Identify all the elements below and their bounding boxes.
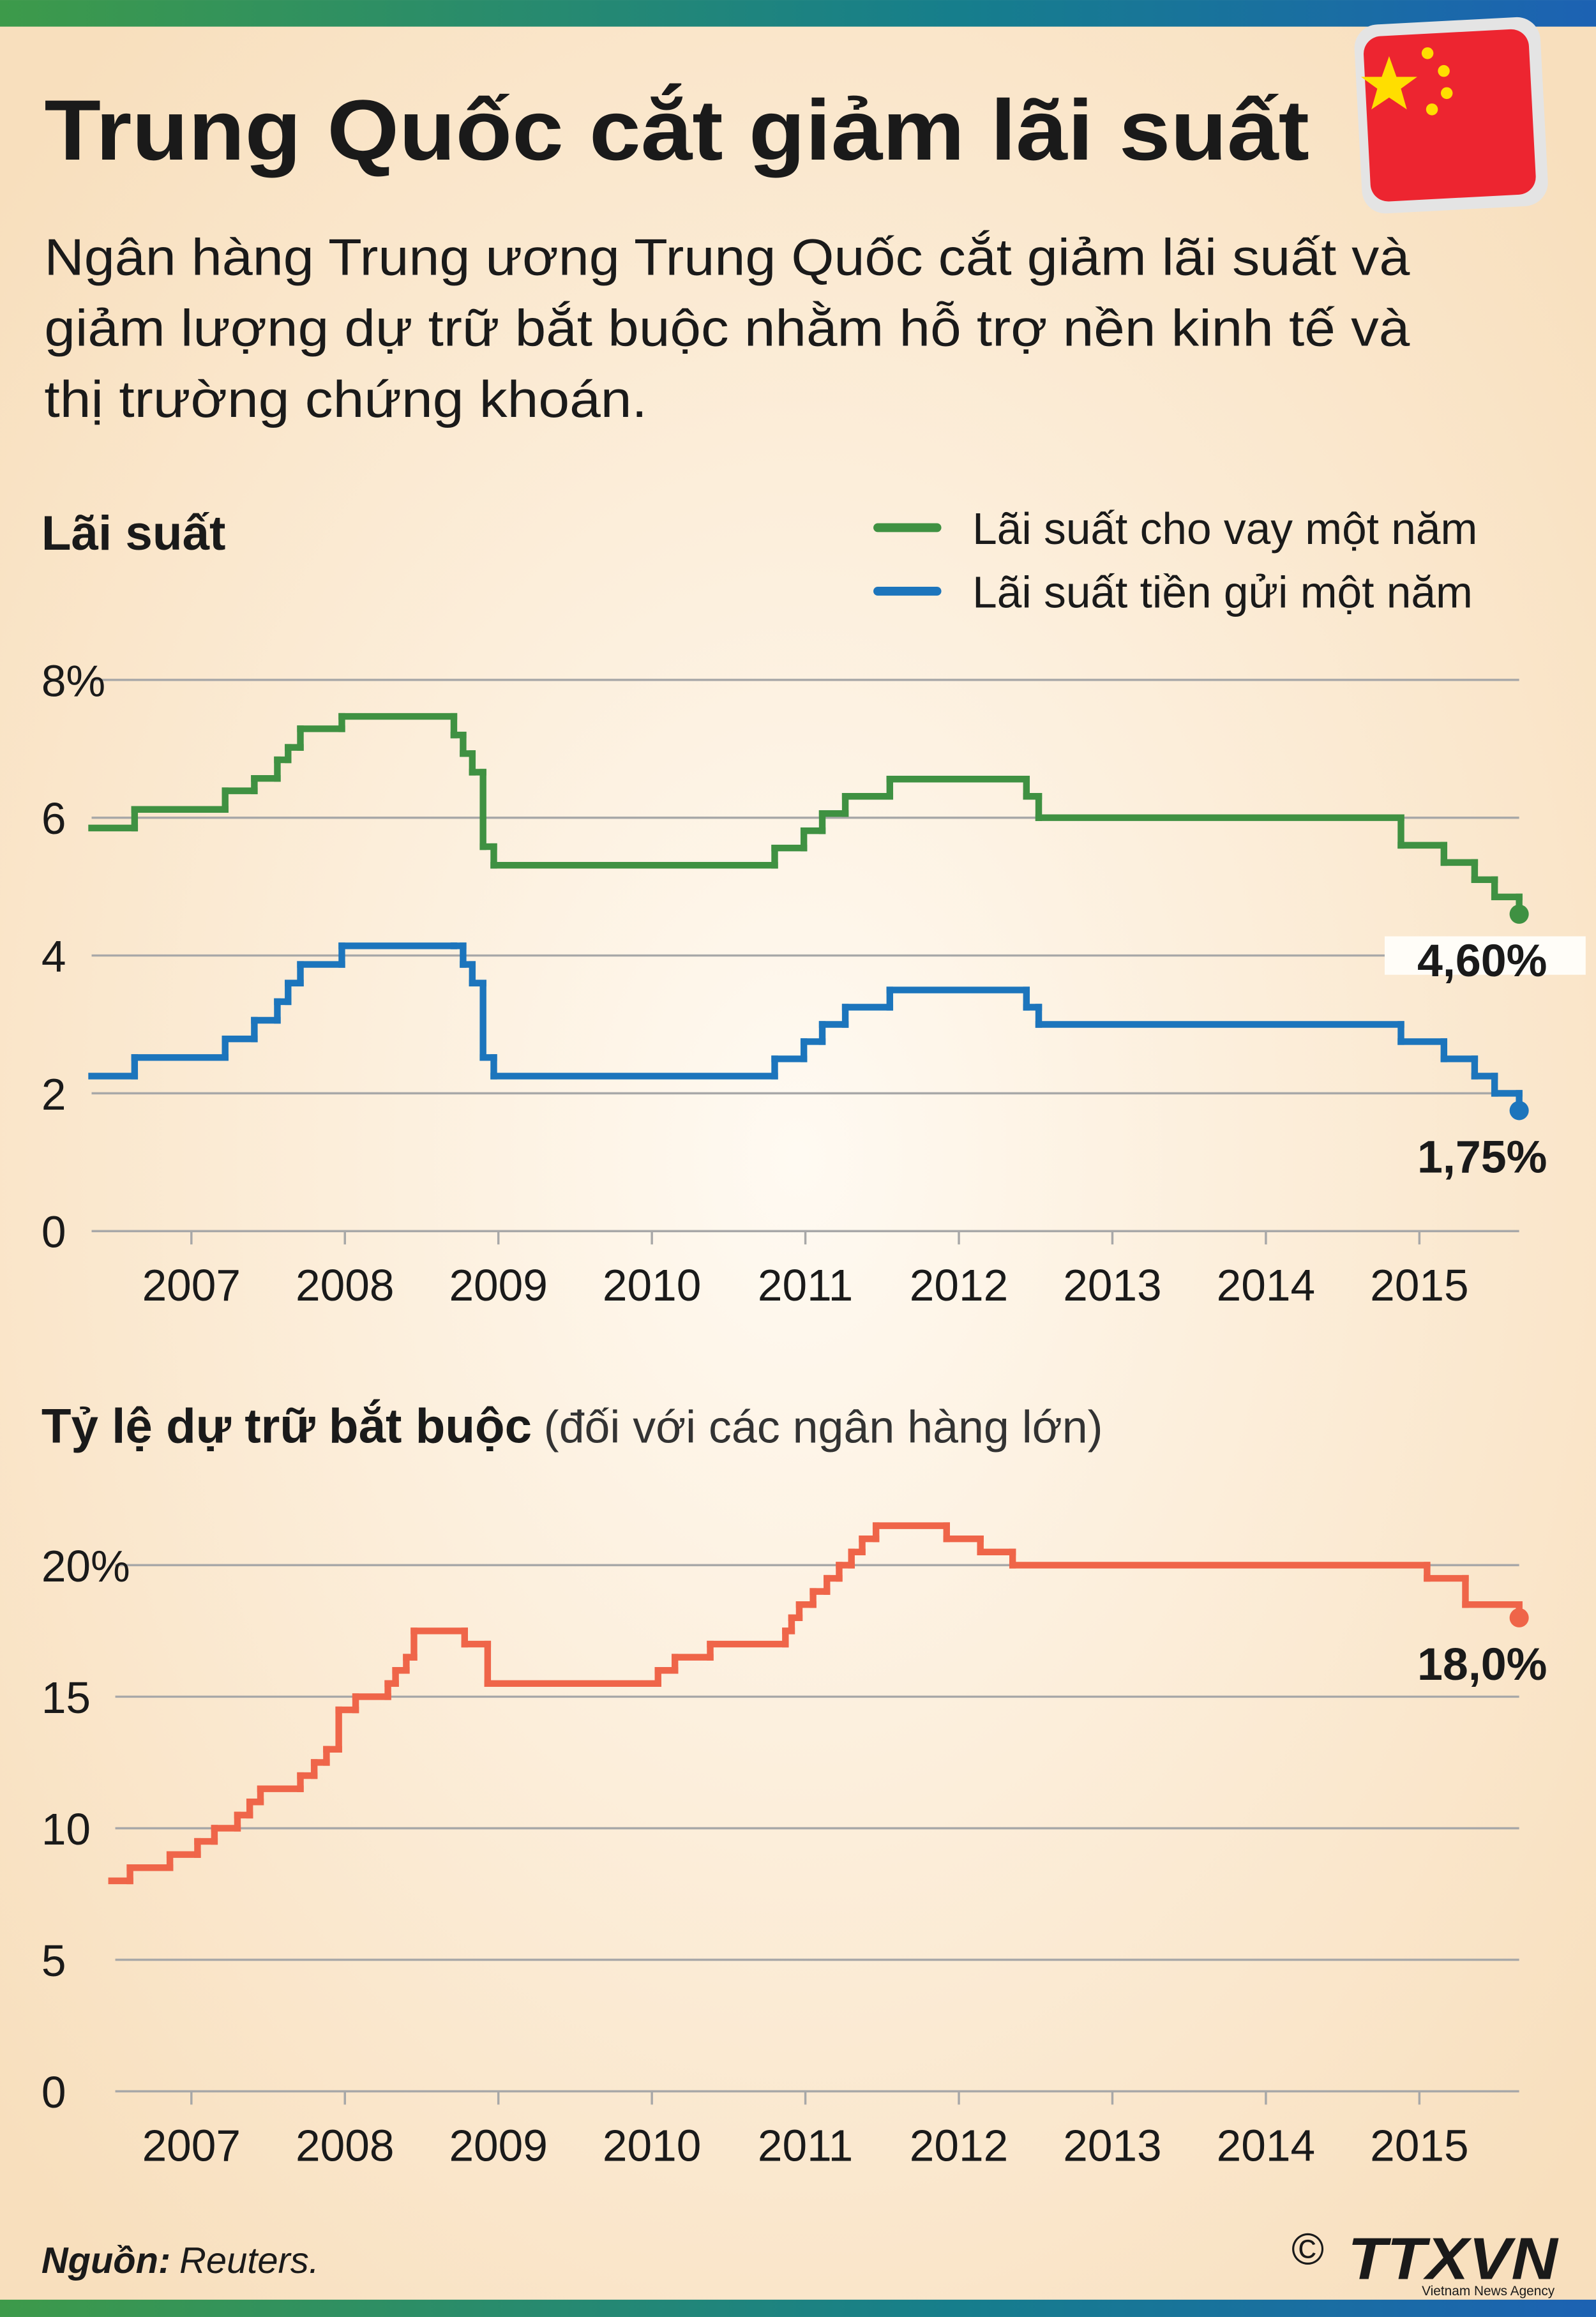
x-tick-label: 2015 [1370,1260,1468,1310]
y-tick-label: 2 [41,1069,66,1119]
data-label: 18,0% [1417,1639,1547,1690]
y-tick-label: 15 [41,1673,91,1723]
series [108,1522,1529,1885]
y-tick-label: 0 [41,1207,66,1257]
chart-title: Tỷ lệ dự trữ bắt buộc (đối với các ngân h… [41,1399,1103,1453]
x-tick-label: 2014 [1217,2120,1315,2170]
source-name: Reuters. [179,2240,319,2281]
y-tick-label: 10 [41,1804,91,1854]
y-tick-label: 8% [41,656,105,706]
end-point [1509,1101,1529,1121]
copyright: © [1291,2224,1324,2274]
y-tick-label: 0 [41,2067,66,2117]
top-bar [0,0,1596,27]
data-label: 4,60% [1417,935,1547,986]
flag [1354,17,1548,214]
x-tick-label: 2011 [758,2120,853,2170]
x-tick-label: 2013 [1063,2120,1161,2170]
x-tick-label: 2010 [603,2120,701,2170]
source-label: Nguồn: [41,2240,170,2281]
bottom-bar [0,2299,1596,2317]
logo-subtitle: Vietnam News Agency [1422,2284,1555,2298]
y-tick-label: 4 [41,932,66,981]
description: thị trường chứng khoán. [44,371,647,428]
label-background [1384,936,1586,975]
y-tick-label: 20% [41,1541,130,1591]
y-tick-label: 5 [41,1936,66,1986]
chart-subtitle: (đối với các ngân hàng lớn) [544,1401,1103,1453]
x-tick-label: 2008 [296,1260,394,1310]
x-tick-label: 2007 [142,1260,241,1310]
x-tick-label: 2009 [449,2120,547,2170]
logo: © TTXVN Vietnam News Agency [1291,2224,1559,2298]
page-title: Trung Quốc cắt giảm lãi suất [44,82,1309,178]
y-tick-label: 6 [41,794,66,843]
x-tick-label: 2010 [603,1260,701,1310]
x-tick-label: 2015 [1370,2120,1468,2170]
x-tick-label: 2013 [1063,1260,1161,1310]
x-tick-label: 2012 [910,1260,1008,1310]
end-point [1509,904,1529,924]
chart-title: Lãi suất [41,506,226,561]
x-tick-label: 2012 [910,2120,1008,2170]
x-tick-label: 2011 [758,1260,853,1310]
x-tick-label: 2014 [1217,1260,1315,1310]
legend-label: Lãi suất tiền gửi một năm [972,567,1473,617]
series [88,713,1529,924]
description: Ngân hàng Trung ương Trung Quốc cắt giảm… [44,229,1410,287]
data-label: 1,75% [1417,1132,1547,1183]
series [88,942,1529,1121]
description: giảm lượng dự trữ bắt buộc nhằm hỗ trợ n… [44,300,1410,358]
legend-label: Lãi suất cho vay một năm [972,504,1477,554]
source: Nguồn: Reuters. [41,2240,319,2281]
x-tick-label: 2009 [449,1260,547,1310]
logo-text: TTXVN [1348,2225,1559,2291]
x-tick-label: 2007 [142,2120,241,2170]
end-point [1509,1608,1529,1627]
chart-title: Tỷ lệ dự trữ bắt buộc [41,1399,532,1453]
x-tick-label: 2008 [296,2120,394,2170]
